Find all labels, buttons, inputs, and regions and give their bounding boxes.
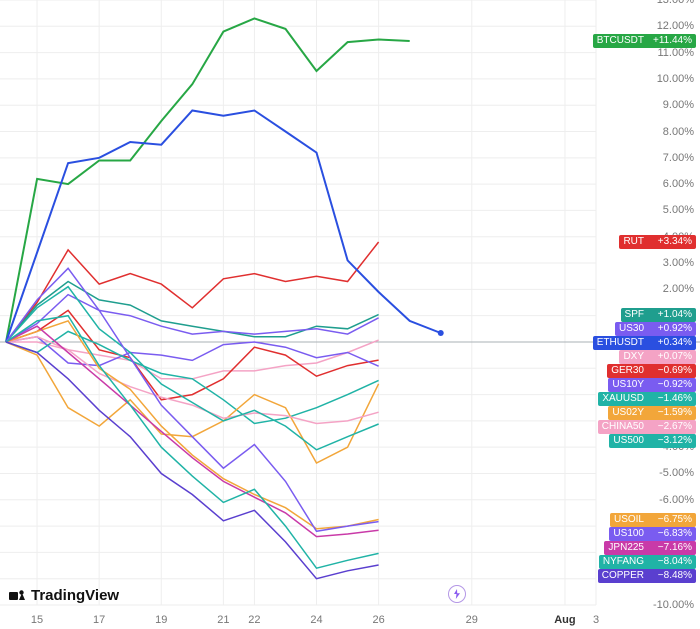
bolt-icon[interactable] <box>448 585 466 603</box>
y-tick-label: 3.00% <box>663 257 694 269</box>
series-label-ethusdt[interactable]: ETHUSDT+0.34% <box>593 336 696 350</box>
series-label-value: −0.92% <box>648 378 696 392</box>
series-label-name: SPF <box>621 308 648 322</box>
x-tick-label: 24 <box>310 614 322 626</box>
y-tick-label: -5.00% <box>659 467 694 479</box>
series-label-us500[interactable]: US500−3.12% <box>609 434 696 448</box>
x-tick-label: 15 <box>31 614 43 626</box>
series-label-us10y[interactable]: US10Y−0.92% <box>608 378 696 392</box>
series-label-value: −8.48% <box>648 569 696 583</box>
series-label-value: −0.69% <box>648 364 696 378</box>
series-label-name: US30 <box>615 322 648 336</box>
y-tick-label: 13.00% <box>657 0 694 6</box>
y-tick-label: -10.00% <box>653 599 694 611</box>
series-line-us10y <box>6 337 379 367</box>
series-label-dxy[interactable]: DXY+0.07% <box>619 350 696 364</box>
series-label-value: −3.12% <box>648 434 696 448</box>
series-label-jpn225[interactable]: JPN225−7.16% <box>604 541 696 555</box>
series-label-us30[interactable]: US30+0.92% <box>615 322 696 336</box>
series-label-name: RUT <box>619 235 648 249</box>
series-label-value: −8.04% <box>648 555 696 569</box>
series-label-value: −2.67% <box>648 420 696 434</box>
x-tick-label: 21 <box>217 614 229 626</box>
series-label-us02y[interactable]: US02Y−1.59% <box>608 406 696 420</box>
x-tick-label: 3 <box>593 614 599 626</box>
series-label-value: −6.75% <box>648 513 696 527</box>
series-label-value: +11.44% <box>648 34 696 48</box>
series-label-name: BTCUSDT <box>593 34 648 48</box>
y-tick-label: -6.00% <box>659 494 694 506</box>
x-tick-label: 26 <box>373 614 385 626</box>
y-tick-label: 7.00% <box>663 152 694 164</box>
series-label-value: +0.34% <box>648 336 696 350</box>
series-line-china50 <box>6 337 379 424</box>
y-tick-label: 12.00% <box>657 20 694 32</box>
y-tick-label: 10.00% <box>657 73 694 85</box>
x-tick-label: 22 <box>248 614 260 626</box>
y-tick-label: 9.00% <box>663 99 694 111</box>
tradingview-logo: TradingView <box>9 587 119 604</box>
tradingview-logo-text: TradingView <box>31 587 119 604</box>
series-label-nyfang[interactable]: NYFANG−8.04% <box>599 555 696 569</box>
series-label-value: −7.16% <box>648 541 696 555</box>
series-end-dot-ethusdt <box>438 330 444 336</box>
tradingview-logo-icon <box>9 589 27 603</box>
x-tick-label: 19 <box>155 614 167 626</box>
series-label-value: +3.34% <box>648 235 696 249</box>
series-label-ger30[interactable]: GER30−0.69% <box>607 364 696 378</box>
series-label-value: −1.46% <box>648 392 696 406</box>
series-label-usoil[interactable]: USOIL−6.75% <box>610 513 696 527</box>
series-line-usoil <box>6 321 379 529</box>
series-label-name: DXY <box>619 350 648 364</box>
series-label-xauusd[interactable]: XAUUSD−1.46% <box>598 392 696 406</box>
series-label-name: US02Y <box>608 406 648 420</box>
series-label-name: GER30 <box>607 364 648 378</box>
series-label-name: CHINA50 <box>598 420 648 434</box>
y-tick-label: 6.00% <box>663 178 694 190</box>
x-tick-label: 17 <box>93 614 105 626</box>
series-line-ger30 <box>6 310 379 399</box>
series-label-value: +0.07% <box>648 350 696 364</box>
series-label-name: US10Y <box>608 378 648 392</box>
series-label-name: NYFANG <box>599 555 648 569</box>
series-line-xauusd <box>6 331 379 423</box>
series-label-name: US500 <box>609 434 648 448</box>
series-label-us100[interactable]: US100−6.83% <box>609 527 696 541</box>
series-label-name: ETHUSDT <box>593 336 648 350</box>
x-tick-label: 29 <box>466 614 478 626</box>
series-label-rut[interactable]: RUT+3.34% <box>619 235 696 249</box>
series-label-btcusdt[interactable]: BTCUSDT+11.44% <box>593 34 696 48</box>
series-label-copper[interactable]: COPPER−8.48% <box>598 569 696 583</box>
y-tick-label: 11.00% <box>658 47 695 59</box>
series-label-name: COPPER <box>598 569 648 583</box>
series-label-value: −1.59% <box>648 406 696 420</box>
series-label-spf[interactable]: SPF+1.04% <box>621 308 696 322</box>
performance-chart <box>0 0 700 629</box>
series-label-name: US100 <box>609 527 648 541</box>
y-tick-label: 8.00% <box>663 126 694 138</box>
series-label-name: XAUUSD <box>598 392 648 406</box>
series-label-value: +1.04% <box>648 308 696 322</box>
series-label-china50[interactable]: CHINA50−2.67% <box>598 420 696 434</box>
series-label-name: USOIL <box>610 513 648 527</box>
x-tick-label: Aug <box>554 614 575 626</box>
gridlines <box>0 0 596 605</box>
series-label-name: JPN225 <box>604 541 648 555</box>
series-label-value: −6.83% <box>648 527 696 541</box>
series-label-value: +0.92% <box>648 322 696 336</box>
y-tick-label: 2.00% <box>663 283 694 295</box>
y-tick-label: 5.00% <box>663 204 694 216</box>
